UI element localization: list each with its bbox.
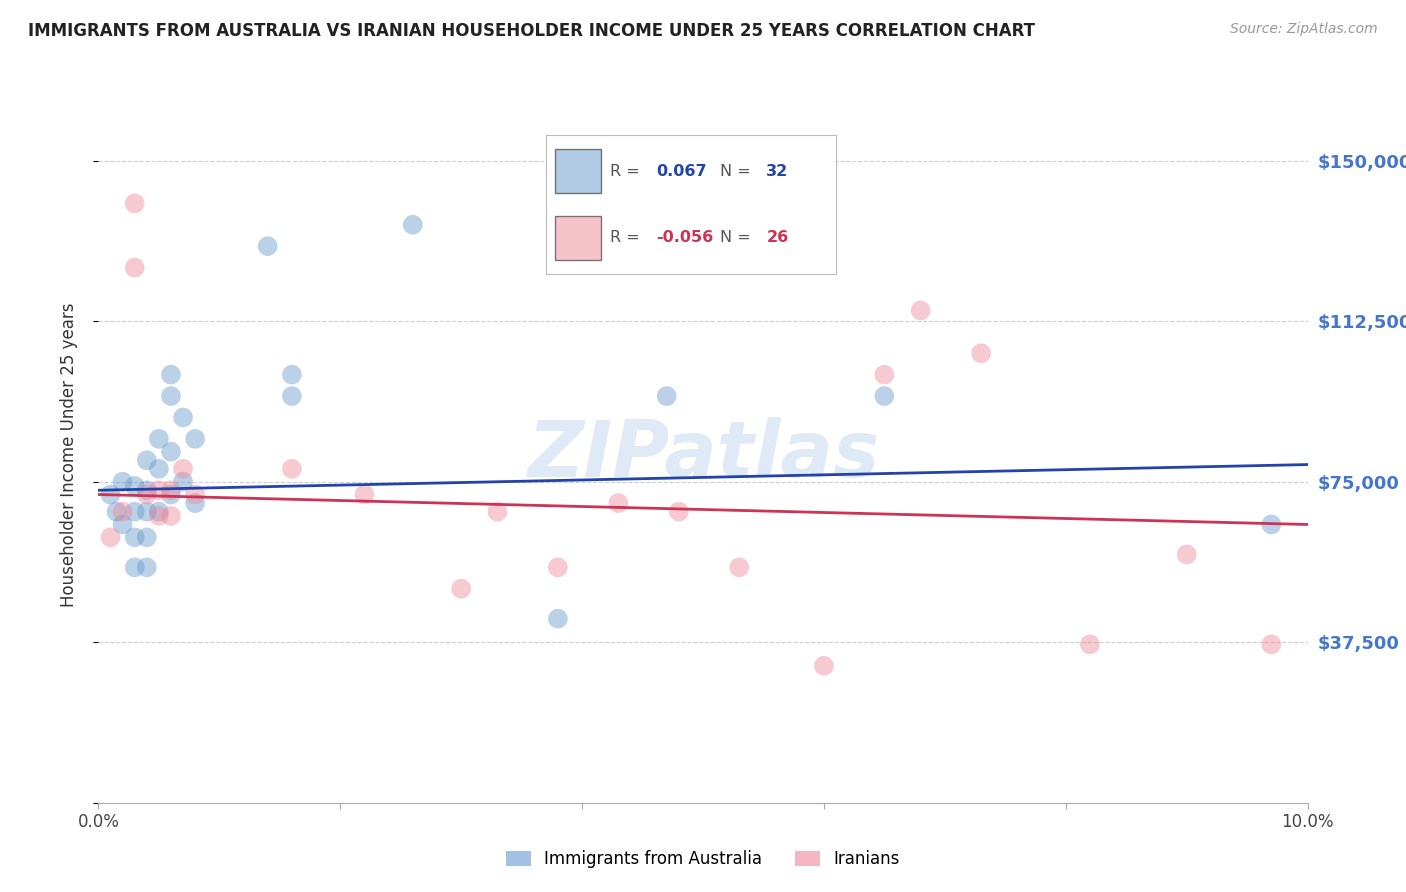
Point <box>184 496 207 510</box>
Point <box>111 505 134 519</box>
Point <box>148 432 170 446</box>
Point <box>148 508 170 523</box>
Text: ZIPatlas: ZIPatlas <box>527 417 879 493</box>
Point <box>100 487 122 501</box>
Point <box>100 530 122 544</box>
Point <box>105 505 128 519</box>
Point <box>160 508 183 523</box>
Point <box>160 389 183 403</box>
Point <box>172 475 194 489</box>
Point <box>281 389 304 403</box>
Point <box>148 483 170 498</box>
Point <box>124 260 146 275</box>
Point <box>607 496 630 510</box>
Point <box>124 196 146 211</box>
Point <box>111 475 134 489</box>
Point <box>281 368 304 382</box>
Point <box>873 368 896 382</box>
Point <box>135 505 157 519</box>
Point <box>160 487 183 501</box>
Point <box>813 658 835 673</box>
Point <box>124 505 146 519</box>
Point <box>135 483 157 498</box>
Point <box>281 462 304 476</box>
Point <box>148 505 170 519</box>
Legend: Immigrants from Australia, Iranians: Immigrants from Australia, Iranians <box>499 843 907 874</box>
Point <box>547 560 569 574</box>
Point <box>256 239 278 253</box>
Point <box>160 483 183 498</box>
Point <box>668 505 690 519</box>
Text: Source: ZipAtlas.com: Source: ZipAtlas.com <box>1230 22 1378 37</box>
Point <box>135 453 157 467</box>
Point <box>160 444 183 458</box>
Point <box>160 368 183 382</box>
Point <box>172 462 194 476</box>
Point <box>184 487 207 501</box>
Point <box>486 505 509 519</box>
Point <box>450 582 472 596</box>
Point <box>970 346 993 360</box>
Point <box>124 560 146 574</box>
Text: IMMIGRANTS FROM AUSTRALIA VS IRANIAN HOUSEHOLDER INCOME UNDER 25 YEARS CORRELATI: IMMIGRANTS FROM AUSTRALIA VS IRANIAN HOU… <box>28 22 1035 40</box>
Point <box>135 560 157 574</box>
Point <box>910 303 932 318</box>
Point <box>1078 637 1101 651</box>
Point <box>1260 637 1282 651</box>
Point <box>111 517 134 532</box>
Point <box>1260 517 1282 532</box>
Point <box>172 410 194 425</box>
Y-axis label: Householder Income Under 25 years: Householder Income Under 25 years <box>59 302 77 607</box>
Point <box>124 530 146 544</box>
Point <box>1175 548 1198 562</box>
Point <box>655 389 678 403</box>
Point <box>135 530 157 544</box>
Point <box>135 487 157 501</box>
Point <box>547 612 569 626</box>
Point <box>728 560 751 574</box>
Point <box>873 389 896 403</box>
Point <box>124 479 146 493</box>
Point <box>402 218 425 232</box>
Point <box>148 462 170 476</box>
Point <box>353 487 375 501</box>
Point <box>184 432 207 446</box>
